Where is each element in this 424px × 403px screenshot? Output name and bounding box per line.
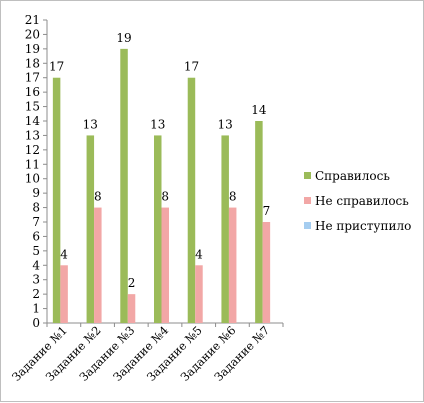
bar-2-5 — [195, 265, 203, 323]
y-tick-label: 8 — [32, 201, 40, 215]
bar-1-3 — [120, 48, 128, 323]
data-label: 2 — [128, 276, 136, 290]
y-tick-label: 20 — [25, 27, 40, 41]
bar-1-6 — [221, 135, 229, 323]
data-label: 8 — [229, 190, 237, 204]
y-tick-label: 21 — [25, 13, 40, 27]
y-tick-label: 9 — [32, 186, 40, 200]
y-tick-label: 4 — [32, 258, 40, 272]
y-tick-label: 13 — [25, 128, 40, 142]
y-tick-label: 1 — [32, 302, 40, 316]
data-label: 17 — [49, 60, 64, 74]
data-label: 13 — [218, 117, 233, 131]
y-tick-label: 19 — [25, 42, 40, 56]
data-label: 14 — [251, 103, 267, 117]
data-label: 17 — [184, 60, 199, 74]
bar-2-6 — [228, 207, 237, 323]
y-tick-label: 10 — [25, 172, 40, 186]
y-tick-label: 14 — [25, 114, 41, 128]
y-tick-label: 6 — [32, 229, 40, 243]
y-tick-label: 18 — [25, 56, 40, 70]
bar-1-1 — [52, 77, 61, 323]
data-label: 4 — [195, 247, 203, 261]
y-tick-label: 11 — [25, 157, 40, 171]
bar-1-5 — [187, 77, 196, 323]
bar-2-1 — [60, 265, 68, 323]
data-label: 8 — [94, 190, 102, 204]
y-tick-label: 16 — [25, 85, 40, 99]
y-tick-label: 5 — [32, 244, 40, 258]
data-label: 13 — [150, 117, 165, 131]
data-label: 4 — [60, 247, 68, 261]
legend-label: Справилось — [315, 169, 390, 183]
y-tick-label: 7 — [32, 215, 40, 229]
bar-2-7 — [262, 222, 271, 323]
y-tick-label: 0 — [32, 316, 40, 330]
bar-1-2 — [86, 135, 95, 323]
bar-2-2 — [94, 207, 102, 323]
y-tick-label: 3 — [32, 273, 40, 287]
bar-2-4 — [161, 207, 169, 323]
y-tick-label: 2 — [32, 287, 40, 301]
legend-swatch — [304, 197, 311, 204]
y-tick-label: 15 — [25, 100, 40, 114]
legend-swatch — [304, 222, 311, 229]
bar-1-7 — [255, 121, 263, 323]
data-label: 8 — [161, 190, 169, 204]
y-tick-label: 12 — [25, 143, 40, 157]
y-tick-label: 17 — [25, 71, 40, 85]
bar-1-4 — [154, 135, 162, 323]
bar-2-3 — [127, 294, 136, 323]
legend-label: Не приступило — [315, 219, 411, 233]
data-label: 19 — [116, 31, 131, 45]
data-label: 13 — [83, 117, 98, 131]
legend-swatch — [304, 172, 311, 179]
data-label: 7 — [263, 204, 271, 218]
legend-label: Не справилось — [315, 194, 409, 208]
